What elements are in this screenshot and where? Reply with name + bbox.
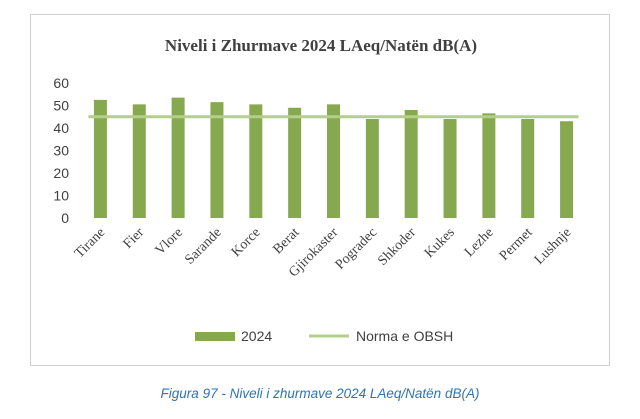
x-tick-label: Lezhe xyxy=(462,225,497,260)
x-tick-label: Korce xyxy=(229,225,264,260)
legend-swatch-2024 xyxy=(195,332,235,341)
bar-berat xyxy=(288,107,302,218)
figure-caption: Figura 97 - Niveli i zhurmave 2024 LAeq/… xyxy=(160,386,480,401)
y-tick-label: 0 xyxy=(61,210,69,226)
legend-label-norm: Norma e OBSH xyxy=(356,328,453,344)
x-tick-label: Sarande xyxy=(182,225,224,267)
y-tick-label: 40 xyxy=(53,120,69,136)
bar-permet xyxy=(521,119,535,218)
bar-lezhe xyxy=(482,113,496,218)
x-tick-label: Tirane xyxy=(72,225,108,261)
x-tick-label: Lushnje xyxy=(532,225,575,268)
bar-fier xyxy=(132,104,146,218)
y-tick-label: 60 xyxy=(53,75,69,91)
x-tick-label: Berat xyxy=(270,225,302,257)
bar-tirane xyxy=(93,99,107,218)
bar-gjirokaster xyxy=(327,104,340,218)
bar-pogradec xyxy=(365,119,379,218)
bar-sarande xyxy=(210,102,224,218)
bar-vlore xyxy=(171,97,185,218)
noise-level-chart: Niveli i Zhurmave 2024 LAeq/Natën dB(A) 0… xyxy=(53,36,579,344)
x-tick-label: Shkoder xyxy=(375,225,419,269)
bar-korce xyxy=(249,104,263,218)
chart-frame: Niveli i Zhurmave 2024 LAeq/Natën dB(A) 0… xyxy=(30,14,610,366)
x-tick-label: Fier xyxy=(121,225,148,252)
x-tick-label: Kukes xyxy=(422,225,458,261)
legend-label-2024: 2024 xyxy=(241,328,272,344)
y-tick-label: 10 xyxy=(53,188,69,204)
y-tick-label: 50 xyxy=(53,98,69,114)
bar-lushnje xyxy=(560,121,574,218)
chart-title: Niveli i Zhurmave 2024 LAeq/Natën dB(A) xyxy=(165,36,477,55)
bar-kukes xyxy=(443,119,457,218)
y-tick-label: 30 xyxy=(53,143,69,159)
x-tick-label: Vlore xyxy=(153,225,186,258)
x-tick-label: Pogradec xyxy=(333,225,380,272)
bar-shkoder xyxy=(404,110,418,218)
x-tick-label: Permet xyxy=(497,225,536,264)
y-tick-label: 20 xyxy=(53,165,69,181)
